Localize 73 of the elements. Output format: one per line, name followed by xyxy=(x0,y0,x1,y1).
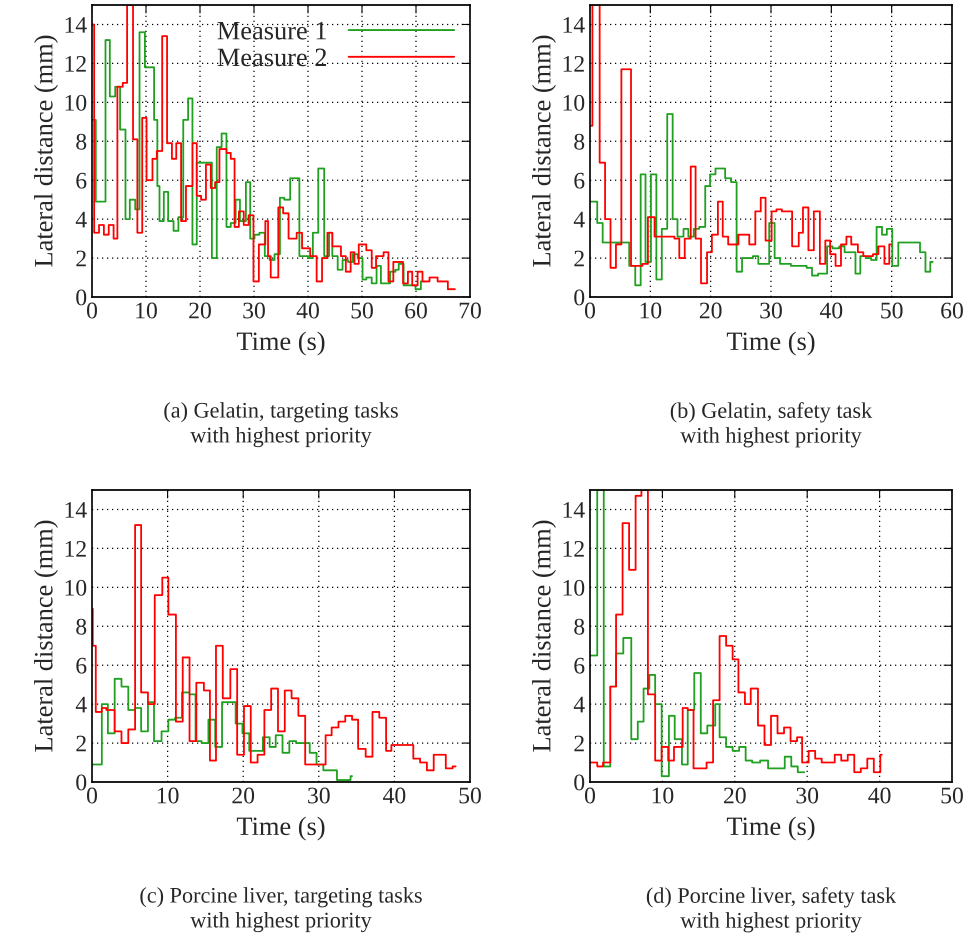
x-tick-label: 30 xyxy=(760,302,782,318)
y-tick-label: 14 xyxy=(564,502,585,518)
x-tick-label: 30 xyxy=(308,788,330,804)
x-axis-title: Time (s) xyxy=(726,816,814,841)
y-tick-label: 8 xyxy=(574,618,584,635)
y-tick-label: 14 xyxy=(564,17,585,33)
text: (b) Gelatin, safety task with highest priority xyxy=(670,402,872,448)
x-tick-label: 0 xyxy=(86,302,98,318)
x-tick-label: 20 xyxy=(189,302,211,318)
x-tick-label: 20 xyxy=(700,302,722,318)
y-tick-label: 2 xyxy=(76,250,86,266)
x-axis-title: Time (s) xyxy=(726,332,814,356)
y-tick-label: 4 xyxy=(76,696,87,712)
y-tick-label: 10 xyxy=(66,94,86,111)
y-tick-label: 12 xyxy=(564,540,584,557)
x-tick-label: 60 xyxy=(405,302,427,318)
x-tick-label: 20 xyxy=(232,788,254,804)
y-tick-label: 4 xyxy=(574,696,585,712)
x-axis-title: Time (s) xyxy=(236,332,324,356)
x-tick-label: 10 xyxy=(652,788,674,804)
y-tick-label: 12 xyxy=(66,540,86,557)
y-axis-title: Lateral distance (mm) xyxy=(34,36,58,267)
text: (c) Porcine liver, targeting tasks with highest priority xyxy=(140,887,422,932)
y-tick-label: 10 xyxy=(564,94,584,111)
x-tick-label: 30 xyxy=(243,302,265,318)
y-tick-label: 10 xyxy=(66,580,86,596)
y-tick-label: 0 xyxy=(574,289,584,306)
x-tick-label: 40 xyxy=(383,788,406,804)
y-tick-label: 8 xyxy=(76,134,86,150)
y-tick-label: 2 xyxy=(574,250,584,266)
y-tick-label: 0 xyxy=(574,774,584,790)
y-axis-title: Lateral distance (mm) xyxy=(532,36,556,267)
y-tick-label: 2 xyxy=(574,736,584,752)
y-tick-label: 14 xyxy=(66,17,87,33)
y-tick-label: 0 xyxy=(76,774,86,790)
x-tick-label: 0 xyxy=(86,788,98,804)
y-tick-label: 14 xyxy=(66,502,87,518)
x-tick-label: 50 xyxy=(881,302,903,318)
text: (a) Gelatin, targeting tasks with highest priority xyxy=(164,402,398,448)
y-tick-label: 6 xyxy=(574,658,584,674)
y-tick-label: 10 xyxy=(564,580,584,596)
y-tick-label: 8 xyxy=(574,134,584,150)
x-tick-label: 50 xyxy=(352,302,373,318)
x-tick-label: 10 xyxy=(136,302,157,318)
y-tick-label: 0 xyxy=(76,289,86,306)
x-tick-label: 50 xyxy=(942,788,963,804)
x-tick-label: 10 xyxy=(158,788,179,804)
x-axis-title: Time (s) xyxy=(236,816,324,841)
x-tick-label: 10 xyxy=(640,302,662,318)
y-tick-label: 12 xyxy=(564,56,584,72)
x-tick-label: 50 xyxy=(460,788,481,804)
x-tick-label: 60 xyxy=(941,302,963,318)
x-tick-label: 70 xyxy=(460,302,481,318)
x-tick-label: 40 xyxy=(296,302,319,318)
legend-label: Measure 1 xyxy=(218,22,326,40)
y-tick-label: 6 xyxy=(574,172,584,189)
y-tick-label: 6 xyxy=(76,658,86,674)
x-tick-label: 0 xyxy=(584,302,596,318)
x-tick-label: 0 xyxy=(584,788,596,804)
x-tick-label: 20 xyxy=(724,788,746,804)
y-tick-label: 2 xyxy=(76,736,86,752)
y-tick-label: 8 xyxy=(76,618,86,635)
y-axis-title: Lateral distance (mm) xyxy=(532,520,556,752)
y-tick-label: 6 xyxy=(76,172,86,189)
y-axis-title: Lateral distance (mm) xyxy=(34,520,58,752)
text: (d) Porcine liver, safety task with highest priority xyxy=(646,887,896,932)
y-tick-label: 4 xyxy=(574,212,585,228)
x-tick-label: 40 xyxy=(820,302,842,318)
legend-label: Measure 2 xyxy=(218,48,326,66)
y-tick-label: 4 xyxy=(76,212,87,228)
x-tick-label: 40 xyxy=(868,788,891,804)
x-tick-label: 30 xyxy=(796,788,818,804)
y-tick-label: 12 xyxy=(66,56,86,72)
